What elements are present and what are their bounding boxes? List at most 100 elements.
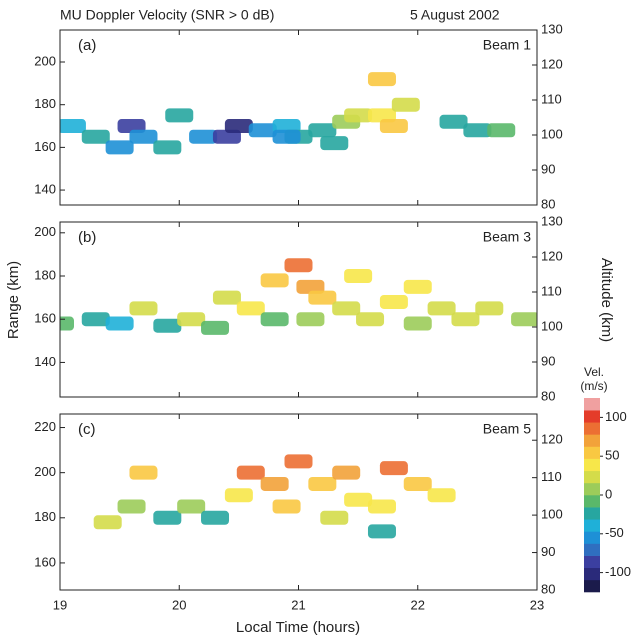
- y-tick-label: 160: [34, 554, 56, 569]
- velocity-cell: [320, 136, 349, 151]
- velocity-cell: [177, 499, 206, 514]
- colorbar-tick-label: 0: [605, 486, 612, 501]
- velocity-cell: [367, 72, 396, 87]
- y2-tick-label: 120: [541, 432, 563, 447]
- velocity-cell: [129, 301, 158, 316]
- velocity-cell: [117, 119, 146, 134]
- velocity-cell: [308, 476, 337, 491]
- colorbar-swatch: [584, 579, 600, 593]
- colorbar-swatch: [584, 482, 600, 496]
- velocity-cell: [487, 123, 516, 138]
- x-tick-label: 22: [411, 597, 425, 612]
- velocity-cell: [439, 114, 468, 129]
- panel-label: (b): [78, 229, 96, 246]
- colorbar-swatch: [584, 567, 600, 581]
- velocity-cell: [153, 318, 182, 333]
- velocity-cell: [296, 279, 325, 294]
- y2-tick-label: 90: [541, 353, 555, 368]
- y2-tick-label: 120: [541, 248, 563, 263]
- velocity-cell: [356, 312, 385, 327]
- colorbar-swatch: [584, 446, 600, 459]
- x-tick-label: 20: [172, 597, 186, 612]
- velocity-cell: [272, 119, 301, 134]
- y-tick-label: 160: [34, 139, 56, 154]
- velocity-cell: [93, 515, 122, 530]
- velocity-cell: [308, 290, 337, 305]
- velocity-cell: [344, 269, 373, 284]
- velocity-cell: [427, 488, 456, 503]
- colorbar-swatch: [584, 495, 600, 508]
- y2-tick-label: 80: [541, 581, 555, 596]
- colorbar-tick-label: -50: [605, 525, 624, 540]
- velocity-cell: [260, 273, 289, 288]
- velocity-cell: [60, 316, 74, 331]
- velocity-cell: [403, 279, 432, 294]
- y2-tick-label: 110: [541, 283, 562, 298]
- colorbar-swatch: [584, 519, 600, 532]
- velocity-cell: [177, 312, 206, 327]
- velocity-cell: [475, 301, 504, 316]
- colorbar-swatch: [584, 398, 600, 411]
- velocity-cell: [272, 129, 301, 144]
- velocity-cell: [403, 476, 432, 491]
- velocity-cell: [260, 312, 289, 327]
- colorbar-swatch: [584, 555, 600, 569]
- y2-tick-label: 100: [541, 507, 563, 522]
- plot-area: [93, 454, 456, 539]
- velocity-cell: [129, 465, 158, 480]
- velocity-cell: [391, 97, 420, 112]
- colorbar-tick-label: 100: [605, 409, 627, 424]
- colorbar-units: (m/s): [580, 379, 607, 393]
- velocity-cell: [308, 123, 337, 138]
- velocity-cell: [236, 301, 265, 316]
- beam-label: Beam 1: [483, 37, 531, 53]
- velocity-cell: [367, 108, 396, 123]
- y2-tick-label: 120: [541, 56, 563, 71]
- colorbar-swatch: [584, 410, 600, 423]
- y2-tick-label: 130: [541, 21, 563, 36]
- velocity-cell: [296, 312, 325, 327]
- velocity-cell: [260, 476, 289, 491]
- velocity-cell: [284, 454, 313, 469]
- velocity-cell: [201, 510, 230, 525]
- velocity-cell: [451, 312, 480, 327]
- y-tick-label: 180: [34, 96, 56, 111]
- velocity-cell: [212, 290, 241, 305]
- velocity-cell: [189, 129, 218, 144]
- velocity-cell: [511, 312, 537, 327]
- colorbar-swatch: [584, 507, 600, 520]
- velocity-cell: [463, 123, 492, 138]
- beam-label: Beam 3: [483, 229, 531, 245]
- y-tick-label: 200: [34, 224, 56, 239]
- y2-tick-label: 110: [541, 469, 562, 484]
- velocity-cell: [212, 129, 241, 144]
- y2-tick-label: 110: [541, 91, 562, 106]
- colorbar-label: Vel.: [584, 365, 604, 379]
- y-tick-label: 180: [34, 509, 56, 524]
- velocity-cell: [403, 316, 432, 331]
- velocity-cell: [272, 499, 301, 514]
- panel-label: (c): [78, 421, 96, 438]
- y2-tick-label: 100: [541, 126, 563, 141]
- velocity-cell: [344, 492, 373, 507]
- velocity-cell: [60, 119, 86, 134]
- y-tick-label: 140: [34, 181, 56, 196]
- velocity-cell: [379, 461, 408, 476]
- x-tick-label: 21: [291, 597, 305, 612]
- velocity-cell: [81, 129, 110, 144]
- colorbar-swatch: [584, 458, 600, 472]
- velocity-cell: [81, 312, 110, 327]
- velocity-cell: [201, 320, 230, 335]
- velocity-cell: [367, 524, 396, 539]
- velocity-cell: [236, 465, 265, 480]
- velocity-cell: [153, 140, 182, 155]
- y2-tick-label: 80: [541, 388, 555, 403]
- panel-label: (a): [78, 37, 96, 54]
- velocity-cell: [129, 129, 158, 144]
- velocity-cell: [224, 488, 253, 503]
- y2-tick-label: 90: [541, 161, 555, 176]
- velocity-cell: [344, 108, 373, 123]
- velocity-cell: [153, 510, 182, 525]
- colorbar-swatch: [584, 531, 600, 544]
- y2-tick-label: 130: [541, 213, 563, 228]
